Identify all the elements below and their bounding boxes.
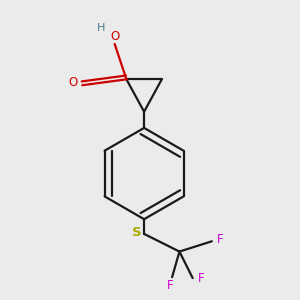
Text: O: O xyxy=(69,76,78,89)
Text: F: F xyxy=(217,233,224,246)
Text: F: F xyxy=(167,279,174,292)
Text: S: S xyxy=(132,226,142,239)
Text: O: O xyxy=(110,30,119,43)
Text: F: F xyxy=(198,272,204,285)
Text: H: H xyxy=(97,23,106,33)
